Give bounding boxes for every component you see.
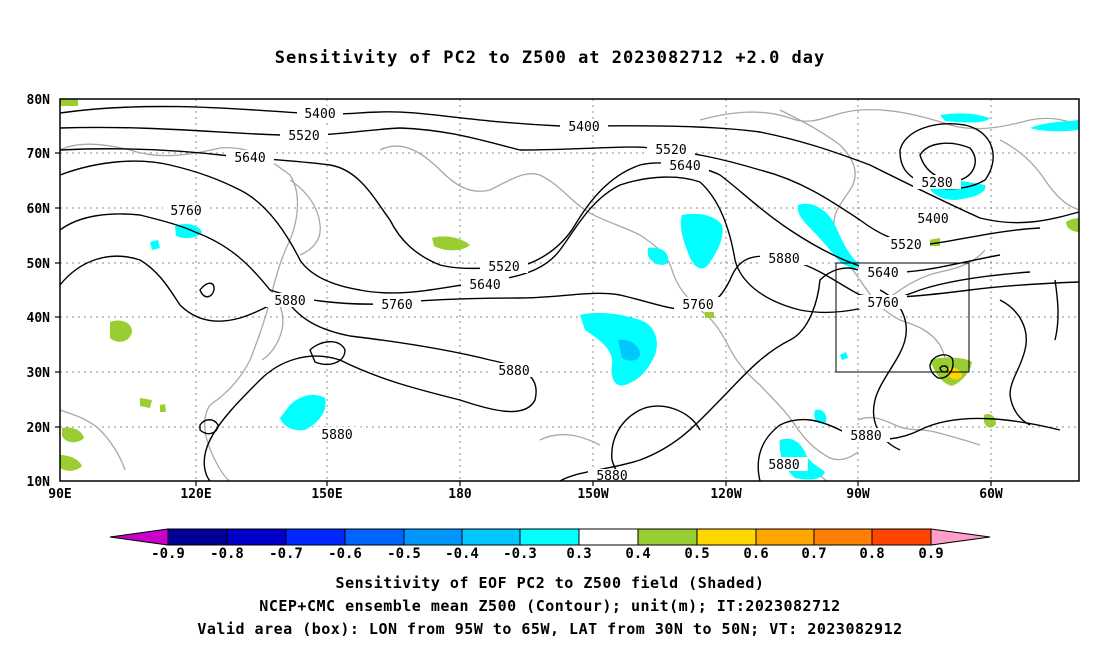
colorbar-swatch — [167, 528, 228, 546]
colorbar-swatch — [813, 528, 873, 546]
colorbar-label: 0.3 — [566, 546, 591, 562]
lon-label: 120E — [180, 487, 211, 502]
map-frame — [59, 98, 1080, 482]
contour-label-5760: 5760 — [170, 204, 201, 219]
coastlines — [59, 109, 1080, 482]
contour-label-5520-c: 5520 — [890, 238, 921, 253]
plot-title: Sensitivity of PC2 to Z500 at 2023082712… — [274, 48, 826, 68]
contour-label-5880-e: 5880 — [850, 429, 881, 444]
lon-label: 120W — [710, 487, 741, 502]
lon-label: 90W — [846, 487, 870, 502]
contour-labels: 5400 5400 5520 5520 5640 5640 5760 5280 … — [163, 106, 961, 484]
z500-contours — [59, 105, 1080, 482]
colorbar-label: 0.5 — [684, 546, 709, 562]
colorbar-label: -0.5 — [387, 546, 421, 562]
colorbar-swatch — [755, 528, 815, 546]
lat-label: 50N — [27, 257, 51, 272]
lon-label: 60W — [979, 487, 1003, 502]
colorbar-label: -0.3 — [503, 546, 537, 562]
lat-label: 80N — [27, 93, 51, 108]
lat-label: 20N — [27, 421, 51, 436]
colorbar-label: -0.9 — [151, 546, 185, 562]
lon-label: 180 — [448, 487, 472, 502]
contour-label-5640-d: 5640 — [469, 278, 500, 293]
contour-label-5880-c: 5880 — [498, 364, 529, 379]
colorbar-swatch — [519, 528, 580, 546]
valid-area-box — [835, 262, 970, 373]
contour-label-5520: 5520 — [288, 129, 319, 144]
colorbar-swatch — [696, 528, 757, 546]
contour-label-5640: 5640 — [234, 151, 265, 166]
contour-label-5520-d: 5520 — [488, 260, 519, 275]
footer-line-shaded: Sensitivity of EOF PC2 to Z500 field (Sh… — [335, 574, 765, 592]
colorbar-label: 0.4 — [625, 546, 650, 562]
colorbar-left-triangle — [109, 528, 169, 546]
colorbar-swatch — [871, 528, 932, 546]
colorbar-label: 0.8 — [859, 546, 884, 562]
colorbar-label: 0.9 — [918, 546, 943, 562]
graticule — [60, 99, 1079, 481]
colorbar-swatch — [403, 528, 463, 546]
contour-label-5760-c: 5760 — [682, 298, 713, 313]
colorbar-swatch — [285, 528, 346, 546]
contour-label-5760-d: 5760 — [867, 296, 898, 311]
lat-label: 40N — [27, 311, 51, 326]
colorbar-swatch — [578, 528, 639, 546]
contour-label-5640-c: 5640 — [867, 266, 898, 281]
sensitivity-shading — [60, 99, 1079, 480]
colorbar: -0.9 -0.8 -0.7 -0.6 -0.5 -0.4 -0.3 0.3 0… — [109, 528, 991, 562]
lon-axis-labels: 90E 120E 150E 180 150W 120W 90W 60W — [48, 487, 1003, 502]
lat-label: 30N — [27, 366, 51, 381]
lat-label: 70N — [27, 147, 51, 162]
lon-label: 150E — [311, 487, 342, 502]
contour-label-5640-b: 5640 — [669, 159, 700, 174]
footer-line-valid-area: Valid area (box): LON from 95W to 65W, L… — [197, 620, 903, 638]
contour-label-5880-d: 5880 — [321, 428, 352, 443]
colorbar-swatch — [226, 528, 287, 546]
contour-label-5520-b: 5520 — [655, 143, 686, 158]
contour-label-5760-b: 5760 — [381, 298, 412, 313]
colorbar-label: -0.4 — [445, 546, 479, 562]
contour-label-5280: 5280 — [921, 176, 952, 191]
colorbar-label: -0.7 — [269, 546, 303, 562]
colorbar-label: 0.6 — [743, 546, 768, 562]
contour-label-5400-b: 5400 — [568, 120, 599, 135]
colorbar-right-triangle — [930, 528, 991, 546]
axis-ticks — [55, 152, 992, 486]
contour-label-5880-f: 5880 — [768, 458, 799, 473]
footer-line-contour: NCEP+CMC ensemble mean Z500 (Contour); u… — [259, 597, 841, 615]
lat-label: 60N — [27, 202, 51, 217]
colorbar-swatch — [344, 528, 405, 546]
colorbar-swatch — [461, 528, 521, 546]
colorbar-label: -0.8 — [210, 546, 244, 562]
contour-label-5400-c: 5400 — [917, 212, 948, 227]
lat-axis-labels: 80N 70N 60N 50N 40N 30N 20N 10N — [27, 93, 51, 490]
contour-label-5880: 5880 — [768, 252, 799, 267]
contour-label-5400: 5400 — [304, 107, 335, 122]
colorbar-label: -0.6 — [328, 546, 362, 562]
colorbar-swatch — [637, 528, 698, 546]
colorbar-label: 0.7 — [801, 546, 826, 562]
lon-label: 150W — [577, 487, 608, 502]
lat-label: 10N — [27, 475, 51, 490]
contour-label-5880-b: 5880 — [274, 294, 305, 309]
lon-label: 90E — [48, 487, 71, 502]
